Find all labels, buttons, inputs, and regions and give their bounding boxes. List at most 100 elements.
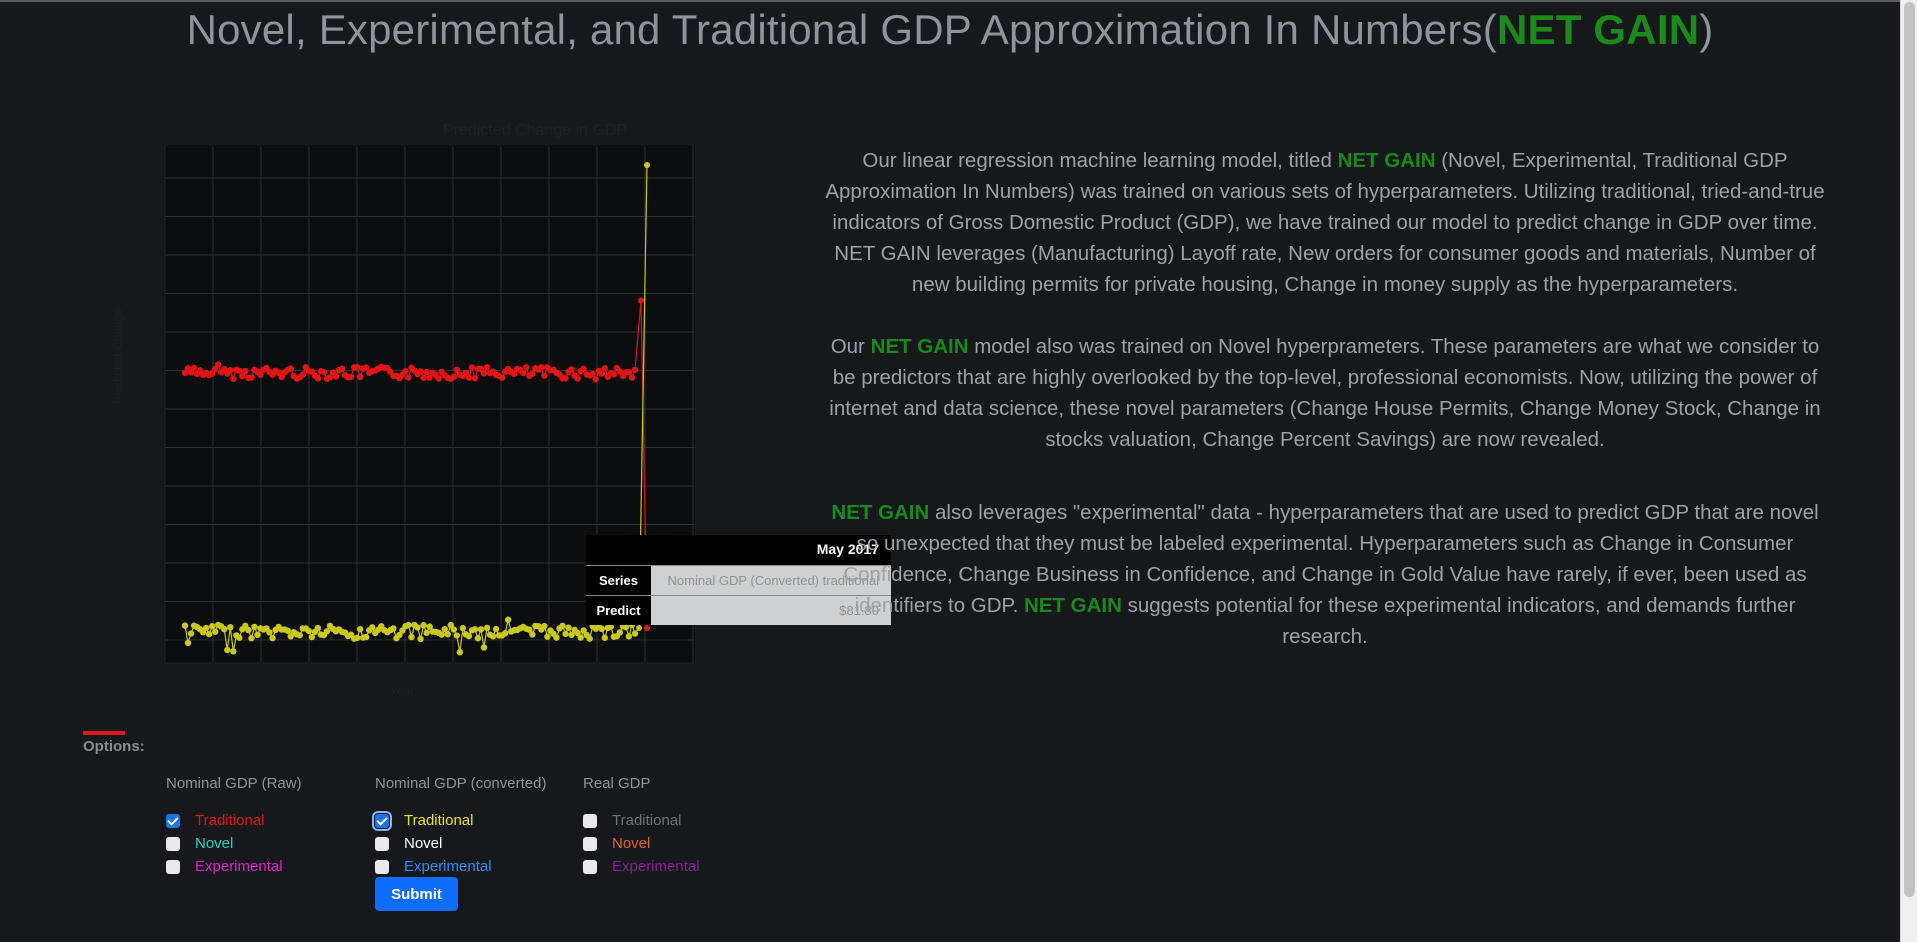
option-checkbox[interactable] [583,836,597,851]
p1-text-a: Our linear regression machine learning m… [862,149,1338,172]
series-traditional-raw-point [338,365,346,372]
option-row[interactable]: Experimental [375,855,546,878]
series-traditional-raw-point [510,370,518,377]
page-title: Novel, Experimental, and Traditional GDP… [0,6,1900,54]
option-group-1: Nominal GDP (converted) Traditional Novel E… [372,775,546,878]
series-traditional-converted-point [251,623,258,631]
series-traditional-converted-point [414,624,421,631]
series-traditional-converted-point [471,626,479,633]
option-row[interactable]: Experimental [583,855,700,878]
series-traditional-converted-point [565,624,572,631]
submit-button[interactable]: Submit [375,877,458,911]
option-label[interactable]: Experimental [612,858,700,875]
series-traditional-converted-point [492,625,500,633]
option-label[interactable]: Traditional [404,812,474,829]
option-group-heading: Real GDP [583,775,651,792]
option-row[interactable]: Novel [375,832,546,855]
scrollbar-thumb[interactable] [1904,2,1915,897]
option-label[interactable]: Novel [404,835,443,852]
series-traditional-raw-point [644,625,650,631]
chart-title: Predicted Change in GDP [442,122,628,139]
series-traditional-converted-point [417,635,424,643]
option-checkbox[interactable] [372,810,392,831]
option-row[interactable]: Traditional [583,809,700,832]
series-traditional-raw-point [314,375,322,382]
series-traditional-raw-point [426,374,433,381]
series-traditional-converted-point [426,623,433,630]
series-traditional-raw-point [568,366,575,373]
series-traditional-raw-point [347,373,355,381]
option-checkbox[interactable] [166,813,180,828]
series-traditional-converted-point [598,625,605,633]
series-traditional-raw-point [278,373,285,381]
series-traditional-raw-point [363,364,370,371]
option-row[interactable]: Novel [166,832,302,855]
series-traditional-converted-point [477,626,485,633]
series-traditional-converted-point [529,631,536,638]
x-axis-title: Year [390,684,414,695]
series-traditional-converted-point [441,625,448,633]
series-traditional-converted-point [187,630,195,637]
option-label[interactable]: Novel [195,835,234,852]
series-traditional-converted-point [501,630,509,637]
series-traditional-converted-point [504,616,512,623]
gdp-chart[interactable]: Year Predicted Change Predicted Change in… [110,115,740,698]
series-traditional-converted-point [541,622,548,630]
series-traditional-raw-point [417,368,424,375]
series-traditional-converted-point [369,624,376,631]
p3-text-a: also leverages "experimental" data - hyp… [843,501,1819,617]
option-label[interactable]: Traditional [612,812,682,829]
option-label[interactable]: Experimental [195,858,283,875]
series-traditional-raw-point [471,375,479,382]
series-traditional-raw-point [190,364,198,372]
option-checkbox[interactable] [375,859,389,874]
series-traditional-raw-point [450,373,457,381]
y-axis-title: Predicted Change [111,308,125,404]
series-traditional-raw-point [215,361,222,368]
series-traditional-raw-point [332,373,340,380]
option-row[interactable]: Traditional [166,809,302,832]
series-traditional-converted-point [284,627,291,634]
series-traditional-converted-point [236,634,243,641]
series-traditional-raw-point [610,371,618,378]
series-traditional-converted-point [574,629,581,637]
tooltip-predict-key: Predict [586,596,651,625]
option-checkbox[interactable] [583,813,597,828]
option-checkbox[interactable] [375,836,389,851]
tooltip-date: May 2017 [586,535,891,565]
series-traditional-converted-point [601,634,608,641]
series-traditional-raw-point [420,374,427,381]
option-row[interactable]: Novel [583,832,700,855]
option-checkbox[interactable] [583,859,597,874]
series-traditional-raw-point [435,375,442,382]
series-traditional-raw-point [465,374,473,381]
option-label[interactable]: Traditional [195,812,265,829]
series-traditional-converted-point [266,629,273,636]
option-label[interactable]: Experimental [404,858,492,875]
page-scrollbar[interactable] [1900,0,1917,942]
series-traditional-converted-point [396,631,403,639]
series-traditional-raw-point [574,375,581,382]
option-label[interactable]: Novel [612,835,651,852]
series-traditional-raw-point [592,376,599,383]
series-traditional-raw-point [196,367,204,374]
option-checkbox[interactable] [166,859,180,874]
series-traditional-raw-point [616,368,624,375]
series-traditional-converted-point [465,632,473,640]
chart-svg[interactable]: Year Predicted Change [110,115,740,698]
p2-text-b: model also was trained on Novel hyperpra… [829,335,1821,451]
series-traditional-converted-point [208,623,216,630]
page-title-brand: NET GAIN [1496,6,1700,53]
series-traditional-raw-point [242,367,249,375]
option-row[interactable]: Experimental [166,855,302,878]
series-traditional-converted-point [444,631,451,638]
series-traditional-raw-point [208,370,216,377]
series-traditional-converted-point [586,635,593,642]
series-traditional-converted-point [622,623,630,631]
tooltip-predict-row: Predict $81.80 [586,595,891,625]
option-checkbox[interactable] [166,836,180,851]
series-traditional-raw-point [230,375,237,382]
series-traditional-converted-point [224,646,231,654]
series-traditional-converted-point [459,624,467,632]
option-row[interactable]: Traditional [372,809,546,832]
